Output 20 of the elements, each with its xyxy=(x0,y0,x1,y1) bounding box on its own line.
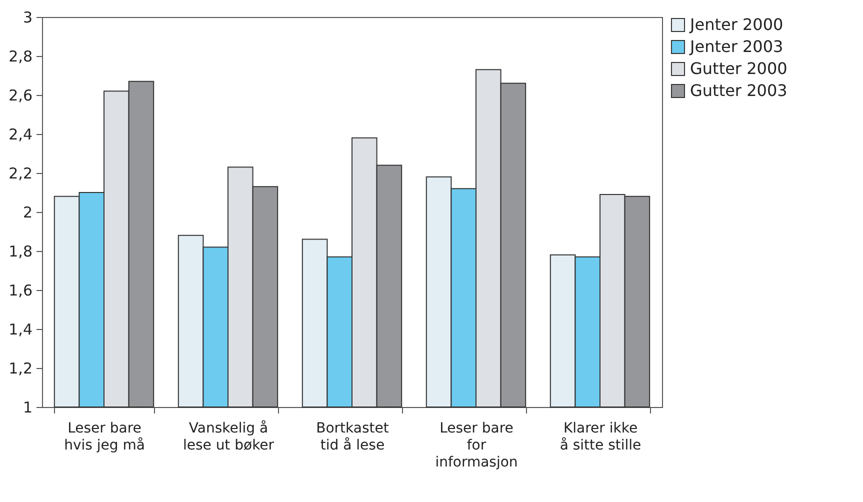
x-tick-label: Klarer ikke å sitte stille xyxy=(560,420,642,454)
y-tick-label: 1 xyxy=(22,398,32,416)
legend-label: Gutter 2003 xyxy=(690,81,788,100)
y-tick-label: 3 xyxy=(22,8,32,26)
y-tick-label: 2,4 xyxy=(8,126,32,144)
y-tick-label: 2 xyxy=(22,204,32,222)
y-tick-label: 1,4 xyxy=(8,320,32,338)
y-tick-label: 1,6 xyxy=(8,282,32,300)
x-tick-label: Leser bare for informasjon xyxy=(435,420,518,470)
legend-label: Gutter 2000 xyxy=(690,59,788,78)
y-tick-label: 1,8 xyxy=(8,242,32,260)
y-tick-label: 2,8 xyxy=(8,48,32,66)
y-tick-label: 2,6 xyxy=(8,86,32,104)
y-tick-label: 1,2 xyxy=(8,360,32,378)
legend-label: Jenter 2000 xyxy=(689,15,784,34)
y-tick-label: 2,2 xyxy=(8,164,32,182)
x-tick-label: Leser bare hvis jeg må xyxy=(64,420,145,454)
legend-label: Jenter 2003 xyxy=(689,37,784,56)
x-tick-label: Bortkastet tid å lese xyxy=(316,420,390,454)
x-tick-label: Vanskelig å lese ut bøker xyxy=(182,420,274,454)
